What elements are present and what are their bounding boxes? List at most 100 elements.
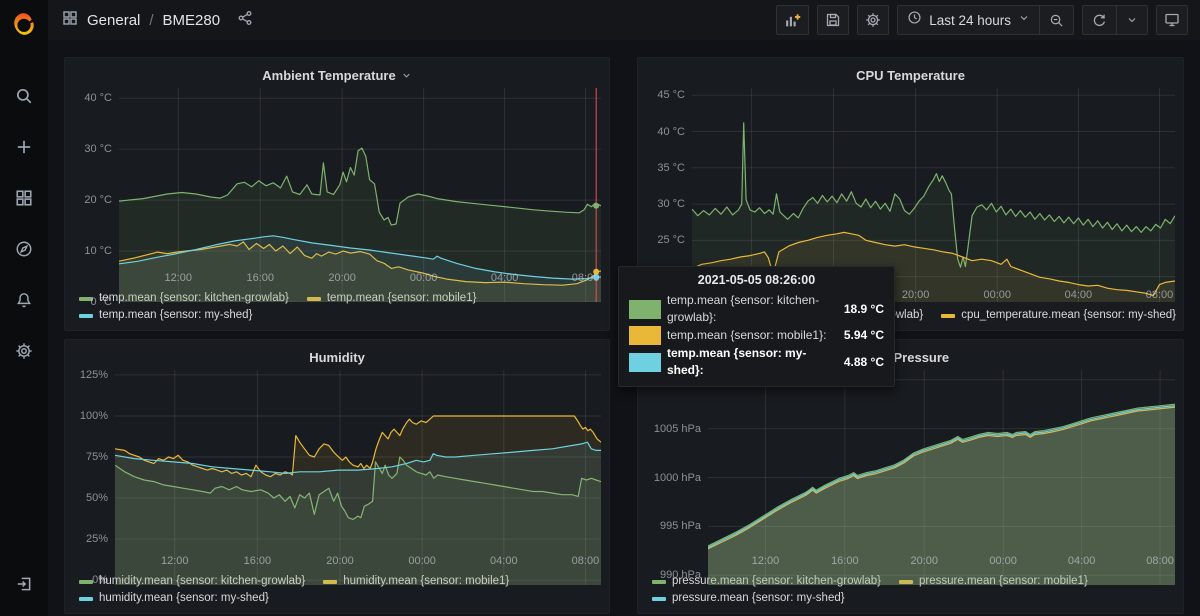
legend-swatch [79, 597, 93, 601]
x-tick-label: 08:00 [1146, 289, 1174, 301]
configuration-gear-icon[interactable] [8, 337, 40, 365]
y-tick-label: 1005 hPa [654, 423, 701, 435]
dashboards-icon[interactable] [8, 184, 40, 212]
x-tick-label: 04:00 [1068, 555, 1096, 567]
y-tick-label: 30 °C [657, 198, 685, 210]
x-axis: 12:0016:0020:0000:0004:0008:00 [708, 551, 1175, 571]
panel-title: Humidity [309, 350, 365, 365]
legend-item[interactable]: temp.mean {sensor: my-shed} [79, 307, 252, 324]
plot-area[interactable] [708, 370, 1175, 551]
y-tick-label: 10 °C [84, 245, 112, 257]
tooltip-series-swatch [629, 300, 661, 319]
y-axis: 40 °C30 °C20 °C10 °C0 °C [73, 88, 119, 268]
share-icon[interactable] [237, 10, 253, 30]
plot-area[interactable] [115, 370, 601, 551]
chevron-down-icon [1018, 11, 1030, 29]
y-tick-label: 0 °C [90, 296, 112, 308]
panel-title: Ambient Temperature [262, 68, 395, 83]
grafana-logo-icon[interactable] [0, 0, 48, 48]
y-axis: 125%100%75%50%25%0% [73, 370, 115, 551]
clock-icon [907, 10, 922, 30]
kiosk-tv-button[interactable] [1156, 5, 1188, 35]
legend-item[interactable]: cpu_temperature.mean {sensor: my-shed} [941, 307, 1176, 324]
y-tick-label: 40 °C [657, 126, 685, 138]
y-tick-label: 25% [86, 533, 108, 545]
panel-title: CPU Temperature [856, 68, 965, 83]
panel-title-menu[interactable]: CPU Temperature [646, 62, 1175, 88]
tooltip-series-swatch [629, 326, 661, 345]
create-plus-icon[interactable] [8, 133, 40, 161]
x-tick-label: 00:00 [408, 555, 436, 567]
legend-item[interactable]: humidity.mean {sensor: my-shed} [79, 590, 269, 607]
tooltip-series-value: 4.88 °C [844, 354, 884, 371]
y-tick-label: 75% [86, 451, 108, 463]
time-range-group: Last 24 hours [897, 5, 1074, 35]
tooltip-rows: temp.mean {sensor: kitchen-growlab}:18.9… [629, 292, 884, 379]
x-tick-label: 08:00 [1146, 555, 1174, 567]
x-axis: 12:0016:0020:0000:0004:0008:00 [119, 268, 601, 288]
y-tick-label: 40 °C [84, 92, 112, 104]
panel-title-menu[interactable]: Humidity [73, 344, 601, 370]
plot-area[interactable] [692, 88, 1175, 285]
dashboard-settings-button[interactable] [857, 5, 889, 35]
time-range-picker[interactable]: Last 24 hours [898, 6, 1039, 34]
tooltip-timestamp: 2021-05-05 08:26:00 [629, 273, 884, 287]
x-tick-label: 20:00 [328, 272, 356, 284]
y-tick-label: 990 hPa [660, 569, 701, 581]
x-tick-label: 04:00 [491, 272, 519, 284]
panel-ambient-temperature: Ambient Temperature 40 °C 30 °C 20 °C 10 °C… [64, 57, 610, 331]
x-tick-label: 08:00 [572, 555, 600, 567]
panel-title-menu[interactable]: Ambient Temperature [73, 62, 601, 88]
legend-swatch [79, 314, 93, 318]
tooltip-series-label: temp.mean {sensor: mobile1}: [667, 327, 834, 344]
x-tick-label: 12:00 [752, 555, 780, 567]
sign-in-icon[interactable] [8, 570, 40, 598]
alerting-bell-icon[interactable] [8, 286, 40, 314]
legend-label: pressure.mean {sensor: my-shed} [672, 590, 845, 607]
breadcrumb-dashboard[interactable]: BME280 [163, 12, 221, 29]
x-tick-label: 08:00 [572, 272, 600, 284]
breadcrumb-folder[interactable]: General [87, 12, 140, 29]
x-tick-label: 12:00 [161, 555, 189, 567]
legend-item[interactable]: pressure.mean {sensor: my-shed} [652, 590, 845, 607]
legend-label: humidity.mean {sensor: my-shed} [99, 590, 269, 607]
y-tick-label: 45 °C [657, 89, 685, 101]
top-nav: General / BME280 [48, 0, 1200, 40]
save-dashboard-button[interactable] [817, 5, 849, 35]
chevron-down-icon [401, 70, 412, 81]
y-tick-label: 30 °C [84, 143, 112, 155]
y-axis: 45 °C40 °C35 °C30 °C25 °C20 °C [646, 88, 692, 285]
y-tick-label: 25 °C [657, 234, 685, 246]
y-tick-label: 125% [80, 369, 108, 381]
panel-humidity: Humidity 125%100%75%50%25%0% 12:0016:002… [64, 339, 610, 614]
search-icon[interactable] [8, 82, 40, 110]
refresh-button[interactable] [1083, 6, 1116, 34]
zoom-out-button[interactable] [1039, 6, 1073, 34]
plot-area[interactable] [119, 88, 601, 268]
tooltip-row: temp.mean {sensor: mobile1}: 5.94 °C [629, 326, 884, 345]
x-tick-label: 20:00 [326, 555, 354, 567]
tooltip-row: temp.mean {sensor: kitchen-growlab}:18.9… [629, 292, 884, 326]
explore-compass-icon[interactable] [8, 235, 40, 263]
breadcrumb: General / BME280 [62, 10, 253, 30]
legend-swatch [652, 597, 666, 601]
y-tick-label: 35 °C [657, 162, 685, 174]
breadcrumb-separator: / [149, 12, 153, 29]
tooltip-row: temp.mean {sensor: my-shed}:4.88 °C [629, 345, 884, 379]
apps-grid-icon[interactable] [62, 10, 78, 30]
x-tick-label: 04:00 [490, 555, 518, 567]
y-tick-label: 1000 hPa [654, 472, 701, 484]
refresh-interval-dropdown[interactable] [1116, 6, 1147, 34]
time-range-label: Last 24 hours [929, 13, 1011, 28]
x-tick-label: 20:00 [910, 555, 938, 567]
x-tick-label: 20:00 [902, 289, 930, 301]
legend-swatch [941, 314, 955, 318]
y-tick-label: 20 °C [84, 194, 112, 206]
tooltip-series-value: 18.9 °C [844, 301, 884, 318]
add-panel-button[interactable] [776, 5, 809, 35]
x-tick-label: 00:00 [983, 289, 1011, 301]
tooltip-series-value: 5.94 °C [844, 327, 884, 344]
y-tick-label: 100% [80, 410, 108, 422]
y-tick-label: 50% [86, 492, 108, 504]
x-tick-label: 16:00 [831, 555, 859, 567]
